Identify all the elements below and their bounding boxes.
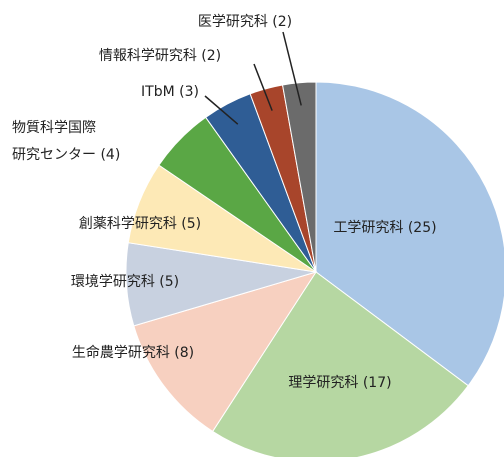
slice-label: 理学研究科 (17) — [288, 375, 391, 391]
slice-label: 情報科学研究科 (2) — [99, 48, 221, 64]
slice-label: 物質科学国際研究センター (4) — [12, 120, 120, 163]
leader-line — [204, 95, 239, 125]
slice-label: 環境学研究科 (5) — [71, 274, 179, 290]
pie-slice — [315, 81, 504, 387]
slice-label: 創薬科学研究科 (5) — [79, 216, 201, 232]
pie-slice — [281, 81, 317, 273]
pie-slice — [133, 271, 318, 433]
slice-label: ITbM (3) — [141, 84, 199, 100]
pie-slice — [211, 271, 469, 457]
leader-line — [282, 31, 302, 106]
slice-label: 医学研究科 (2) — [198, 14, 292, 30]
leader-line — [253, 63, 273, 111]
slice-label: 生命農学研究科 (8) — [72, 344, 194, 361]
slice-label: 工学研究科 (25) — [333, 220, 436, 236]
